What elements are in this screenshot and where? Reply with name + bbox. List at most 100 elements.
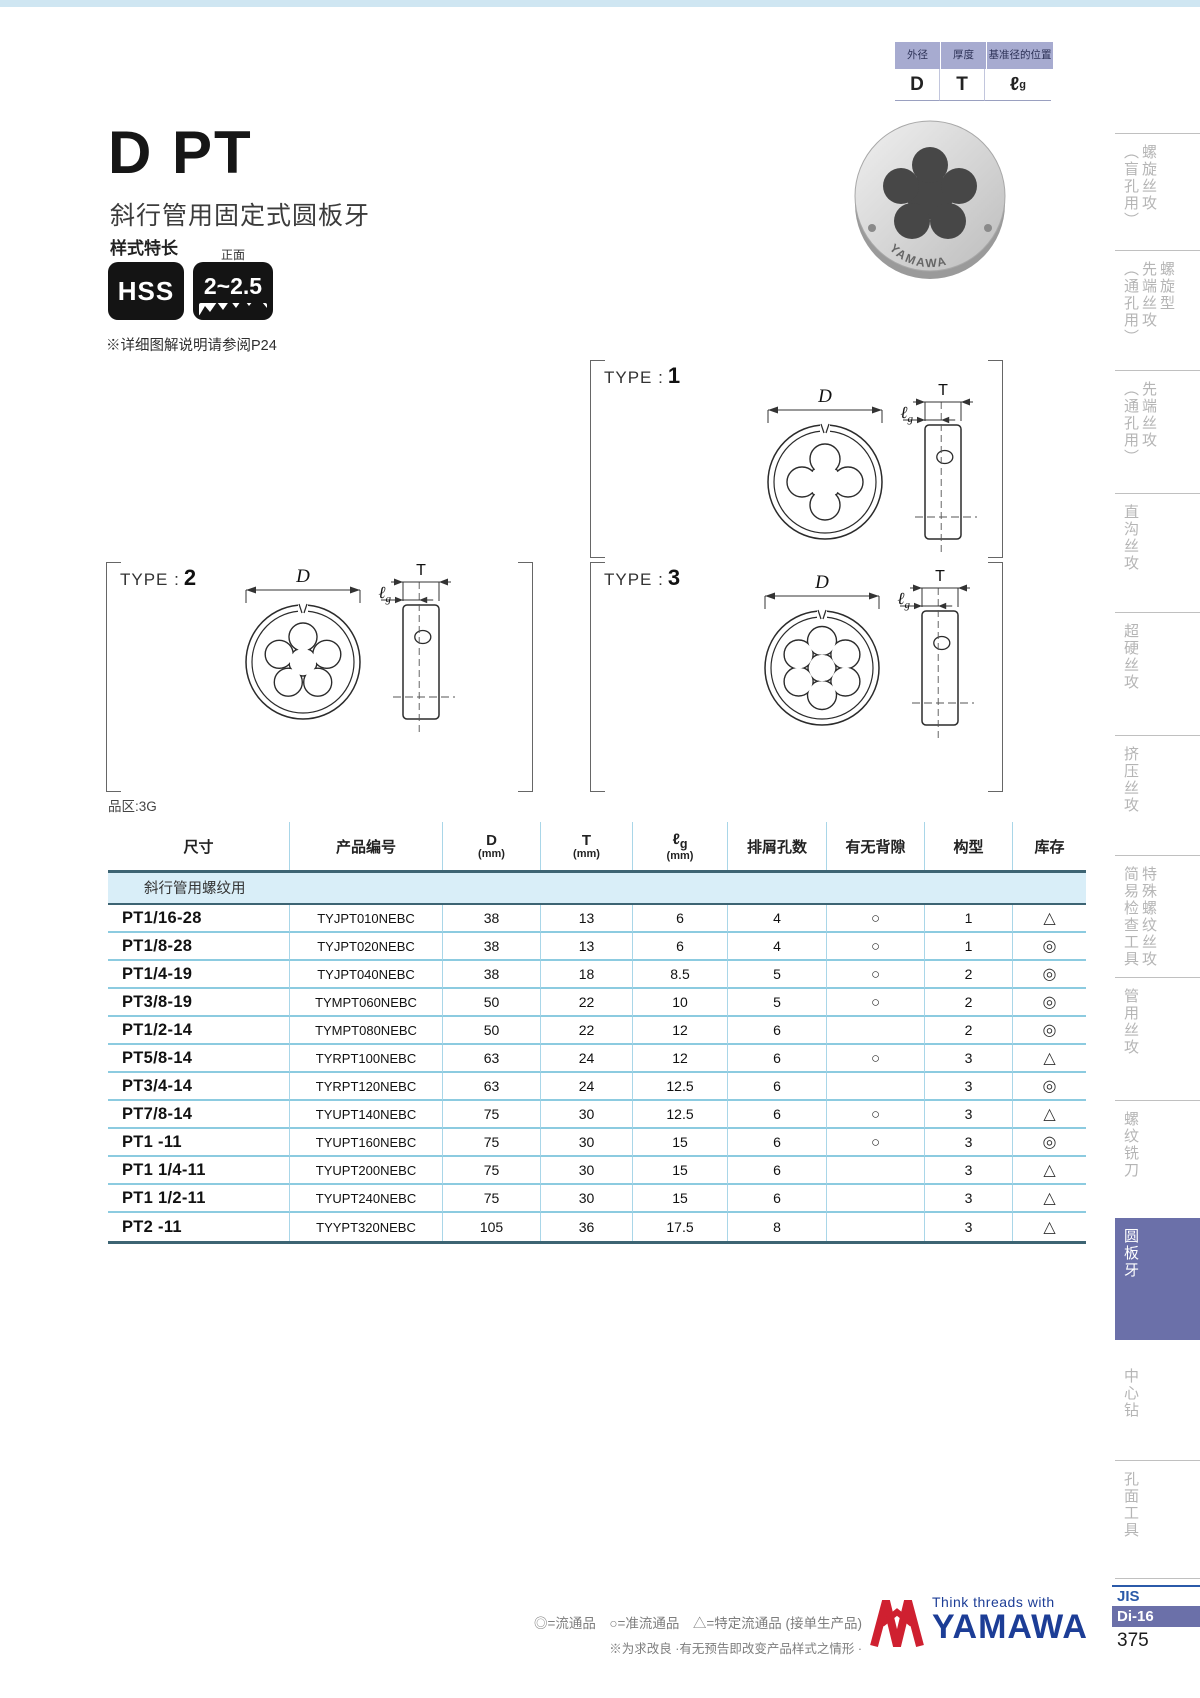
cell-d-mm: 75: [443, 1101, 541, 1129]
spec-value-cell: T: [940, 69, 985, 101]
cell-t-mm: 30: [541, 1185, 633, 1213]
cell-flute-holes: 4: [728, 933, 827, 961]
cell-flute-holes: 4: [728, 905, 827, 933]
sidebar-item-6: 挤压丝攻: [1115, 735, 1200, 855]
column-header-label: 构型: [953, 838, 984, 856]
sidebar-item-text: （通孔用）: [1122, 381, 1139, 466]
cell-product-code: TYJPT010NEBC: [290, 905, 443, 933]
column-header-label: ℓg: [672, 830, 688, 851]
zone-label: 品区:3G: [108, 799, 157, 814]
sidebar-item-text: 先端丝攻: [1140, 261, 1157, 329]
svg-text:D: D: [295, 566, 310, 587]
cell-d-mm: 50: [443, 989, 541, 1017]
table-group-subheader: 斜行管用螺纹用: [108, 872, 1086, 903]
cell-flute-holes: 6: [728, 1185, 827, 1213]
cell-stock: △: [1013, 1101, 1086, 1129]
cell-product-code: TYUPT240NEBC: [290, 1185, 443, 1213]
cell-type: 1: [925, 933, 1013, 961]
cell-size: PT1 1/2-11: [108, 1185, 290, 1213]
cell-size: PT1/2-14: [108, 1017, 290, 1045]
table-divider-thick: [108, 870, 1086, 873]
cell-product-code: TYMPT080NEBC: [290, 1017, 443, 1045]
cell-product-code: TYRPT100NEBC: [290, 1045, 443, 1073]
cell-t-mm: 30: [541, 1101, 633, 1129]
cell-size: PT1 1/4-11: [108, 1157, 290, 1185]
cell-back-clearance: ○: [827, 961, 925, 989]
cell-d-mm: 63: [443, 1073, 541, 1101]
cell-type: 2: [925, 961, 1013, 989]
cell-type: 1: [925, 905, 1013, 933]
cell-back-clearance: ○: [827, 989, 925, 1017]
page-subtitle: 斜行管用固定式圆板牙: [110, 202, 371, 230]
svg-text:T: T: [416, 562, 426, 579]
front-face-label: 正面: [220, 248, 245, 262]
svg-text:D: D: [817, 386, 832, 407]
svg-text:2~2.5: 2~2.5: [204, 273, 262, 299]
svg-text:ℓg: ℓg: [897, 589, 910, 611]
cell-stock: ◎: [1013, 961, 1086, 989]
type2-drawing: D T ℓg: [208, 532, 538, 767]
cell-size: PT7/8-14: [108, 1101, 290, 1129]
sidebar-item-8: 管用丝攻: [1115, 977, 1200, 1100]
cell-back-clearance: [827, 1157, 925, 1185]
cell-back-clearance: ○: [827, 1101, 925, 1129]
cell-stock: △: [1013, 905, 1086, 933]
sidebar-item-text: 管用丝攻: [1122, 988, 1139, 1056]
sidebar-item-text: （盲孔用）: [1122, 144, 1139, 229]
cell-d-mm: 38: [443, 933, 541, 961]
cell-stock: △: [1013, 1185, 1086, 1213]
cell-flute-holes: 6: [728, 1045, 827, 1073]
cell-stock: ◎: [1013, 933, 1086, 961]
cell-type: 3: [925, 1101, 1013, 1129]
sidebar-item-text: 简易检查工具: [1122, 866, 1139, 968]
cell-t-mm: 24: [541, 1073, 633, 1101]
cell-t-mm: 13: [541, 905, 633, 933]
sidebar-item-text: 特殊螺纹丝攻: [1140, 866, 1157, 968]
table-divider-thick: [108, 1241, 1086, 1244]
type2-right-bracket: [518, 562, 533, 792]
cell-stock: △: [1043, 1219, 1056, 1236]
column-header-0: 尺寸: [108, 822, 290, 870]
cell-stock: △: [1013, 1157, 1086, 1185]
svg-text:ℓg: ℓg: [900, 403, 913, 425]
cell-d-mm: 63: [443, 1045, 541, 1073]
column-header-5: 排屑孔数: [728, 822, 827, 870]
cell-lg-mm: 12: [633, 1017, 728, 1045]
jis-label: JIS: [1112, 1585, 1200, 1606]
spec-header-row: 外径 厚度 基准径的位置: [895, 42, 1054, 69]
column-header-label: 产品编号: [335, 838, 396, 856]
column-header-1: 产品编号: [290, 822, 443, 870]
column-header-3: T (mm): [541, 822, 633, 870]
cell-t-mm: 22: [541, 1017, 633, 1045]
sidebar-item-text: 螺纹铣刀: [1122, 1111, 1139, 1179]
type3-drawing: D T ℓg: [727, 538, 1057, 773]
spec-header-cell: 基准径的位置: [987, 42, 1053, 69]
column-header-unit: (mm): [666, 849, 694, 862]
top-accent-band: [0, 0, 1200, 7]
cell-flute-holes: 5: [728, 961, 827, 989]
cell-type: 3: [925, 1213, 1013, 1241]
sidebar-item-text: 超硬丝攻: [1122, 623, 1139, 691]
type2-label: TYPE :2: [120, 565, 198, 590]
cell-lg-mm: 15: [633, 1129, 728, 1157]
type3-label: TYPE :3: [604, 565, 682, 590]
cell-stock: ◎: [1013, 1073, 1086, 1101]
cell-product-code: TYMPT060NEBC: [290, 989, 443, 1017]
sidebar-item-7: 特殊螺纹丝攻 简易检查工具: [1115, 855, 1200, 977]
cell-size: PT3/8-19: [108, 989, 290, 1017]
cell-flute-holes: 5: [728, 989, 827, 1017]
cell-stock: △: [1013, 1045, 1086, 1073]
logo-brand: YAMAWA: [932, 1608, 1088, 1646]
yamawa-logo-text: Think threads with YAMAWA: [932, 1594, 1088, 1646]
type3-right-bracket: [988, 562, 1003, 792]
cell-back-clearance: ○: [827, 1045, 925, 1073]
page-title: D PT: [108, 119, 253, 186]
cell-product-code: TYYPT320NEBC: [290, 1213, 443, 1241]
cell-lg-mm: 15: [633, 1157, 728, 1185]
cell-type: 3: [925, 1185, 1013, 1213]
cell-back-clearance: [827, 1185, 925, 1213]
cell-back-clearance: ○: [827, 933, 925, 961]
cell-flute-holes: 6: [728, 1017, 827, 1045]
type1-left-bracket: [590, 360, 605, 558]
